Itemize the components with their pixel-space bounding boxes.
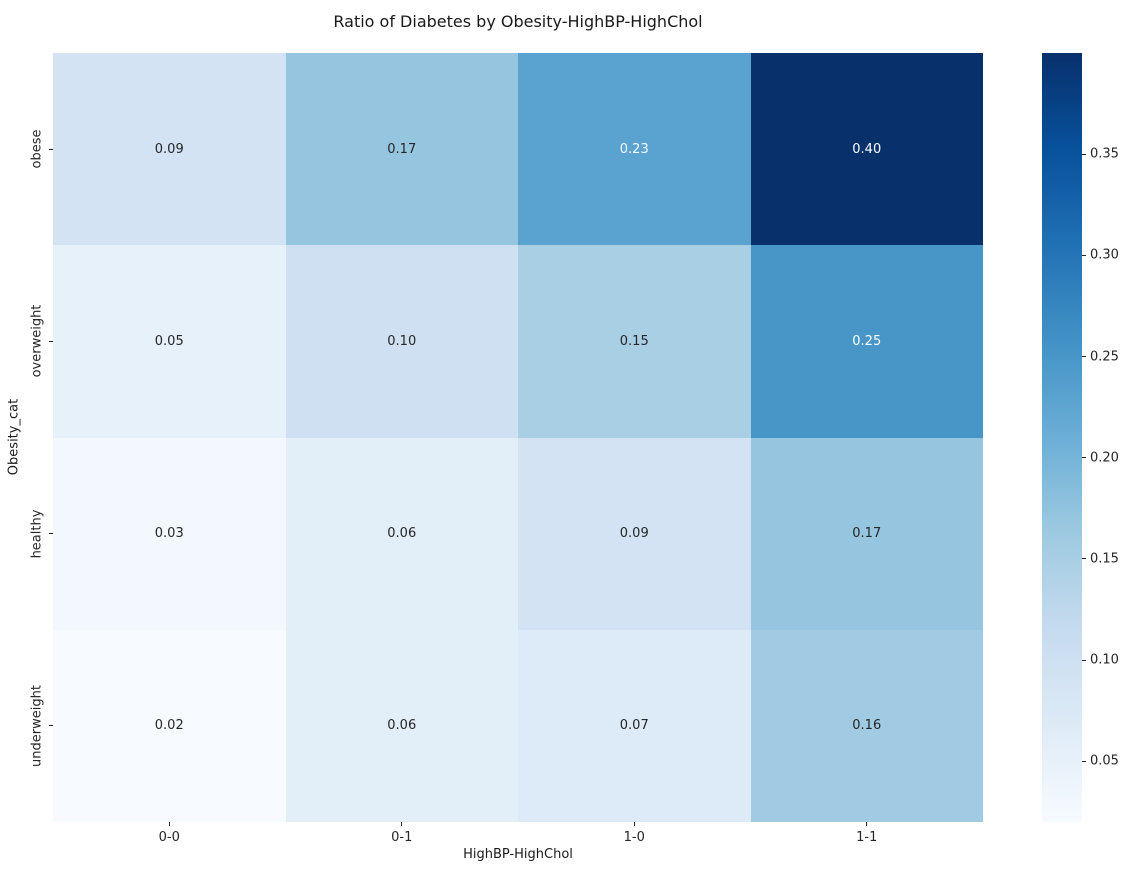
cell-value: 0.05 [154, 333, 184, 349]
cell-value: 0.09 [619, 526, 649, 542]
x-tick-label-0-0: 0-0 [158, 830, 180, 845]
y-tick-label-underweight: underweight [29, 684, 45, 767]
x-tick-label-0-1: 0-1 [391, 830, 413, 845]
colorbar-tick-label-0.15: 0.15 [1090, 551, 1119, 567]
colorbar-tick-mark [1082, 558, 1086, 560]
x-tick-label-1-1: 1-1 [856, 830, 878, 845]
x-tick-mark [633, 822, 635, 826]
heatmap-cell-overweight-1-1: 0.25 [750, 245, 983, 438]
colorbar-tick-mark [1082, 659, 1086, 661]
colorbar-tick-label-0.05: 0.05 [1090, 753, 1119, 769]
y-tick-label-healthy: healthy [29, 509, 45, 559]
colorbar-tick-mark [1082, 153, 1086, 155]
heatmap-cell-obese-1-0: 0.23 [518, 53, 751, 246]
y-tick-mark [49, 340, 53, 342]
colorbar-tick-mark [1082, 356, 1086, 358]
heatmap-cell-healthy-0-0: 0.03 [53, 437, 286, 630]
heatmap-cell-underweight-0-1: 0.06 [285, 629, 518, 822]
cell-value: 0.23 [619, 141, 649, 157]
y-tick-label-obese: obese [29, 129, 45, 169]
colorbar-tick-label-0.30: 0.30 [1090, 247, 1119, 263]
heatmap-cell-obese-0-0: 0.09 [53, 53, 286, 246]
colorbar-tick-label-0.35: 0.35 [1090, 146, 1119, 162]
heatmap-cell-overweight-1-0: 0.15 [518, 245, 751, 438]
heatmap-cell-underweight-1-1: 0.16 [750, 629, 983, 822]
heatmap-cell-overweight-0-0: 0.05 [53, 245, 286, 438]
x-tick-mark [168, 822, 170, 826]
y-tick-mark [49, 725, 53, 727]
colorbar-tick-mark [1082, 254, 1086, 256]
cell-value: 0.15 [619, 333, 649, 349]
cell-value: 0.07 [619, 718, 649, 734]
colorbar-tick-mark [1082, 457, 1086, 459]
y-axis-label: Obesity_cat [6, 398, 22, 476]
colorbar-tick-label-0.10: 0.10 [1090, 652, 1119, 668]
heatmap-cell-healthy-1-1: 0.17 [750, 437, 983, 630]
heatmap-cell-obese-0-1: 0.17 [285, 53, 518, 246]
y-tick-mark [49, 148, 53, 150]
heatmap-cell-underweight-0-0: 0.02 [53, 629, 286, 822]
heatmap-cell-underweight-1-0: 0.07 [518, 629, 751, 822]
cell-value: 0.40 [852, 141, 882, 157]
heatmap-cell-overweight-0-1: 0.10 [285, 245, 518, 438]
chart-title: Ratio of Diabetes by Obesity-HighBP-High… [333, 12, 703, 31]
heatmap-grid: 0.09 0.17 0.23 0.40 0.05 0.10 0.15 0.25 0.03 0.06… [53, 53, 983, 822]
y-tick-label-overweight: overweight [29, 304, 45, 378]
x-tick-mark [401, 822, 403, 826]
cell-value: 0.16 [852, 718, 882, 734]
heatmap-cell-obese-1-1: 0.40 [750, 53, 983, 246]
colorbar-gradient [1042, 53, 1082, 822]
cell-value: 0.17 [387, 141, 417, 157]
cell-value: 0.02 [154, 718, 184, 734]
cell-value: 0.17 [852, 526, 882, 542]
cell-value: 0.09 [154, 141, 184, 157]
cell-value: 0.06 [387, 526, 417, 542]
colorbar-tick-mark [1082, 760, 1086, 762]
x-tick-label-1-0: 1-0 [623, 830, 645, 845]
colorbar-tick-label-0.25: 0.25 [1090, 349, 1119, 365]
cell-value: 0.10 [387, 333, 417, 349]
heatmap-cell-healthy-1-0: 0.09 [518, 437, 751, 630]
cell-value: 0.06 [387, 718, 417, 734]
colorbar-tick-label-0.20: 0.20 [1090, 450, 1119, 466]
y-tick-mark [49, 533, 53, 535]
cell-value: 0.25 [852, 333, 882, 349]
x-axis-label: HighBP-HighChol [463, 847, 573, 862]
heatmap-cell-healthy-0-1: 0.06 [285, 437, 518, 630]
cell-value: 0.03 [154, 526, 184, 542]
x-tick-mark [866, 822, 868, 826]
